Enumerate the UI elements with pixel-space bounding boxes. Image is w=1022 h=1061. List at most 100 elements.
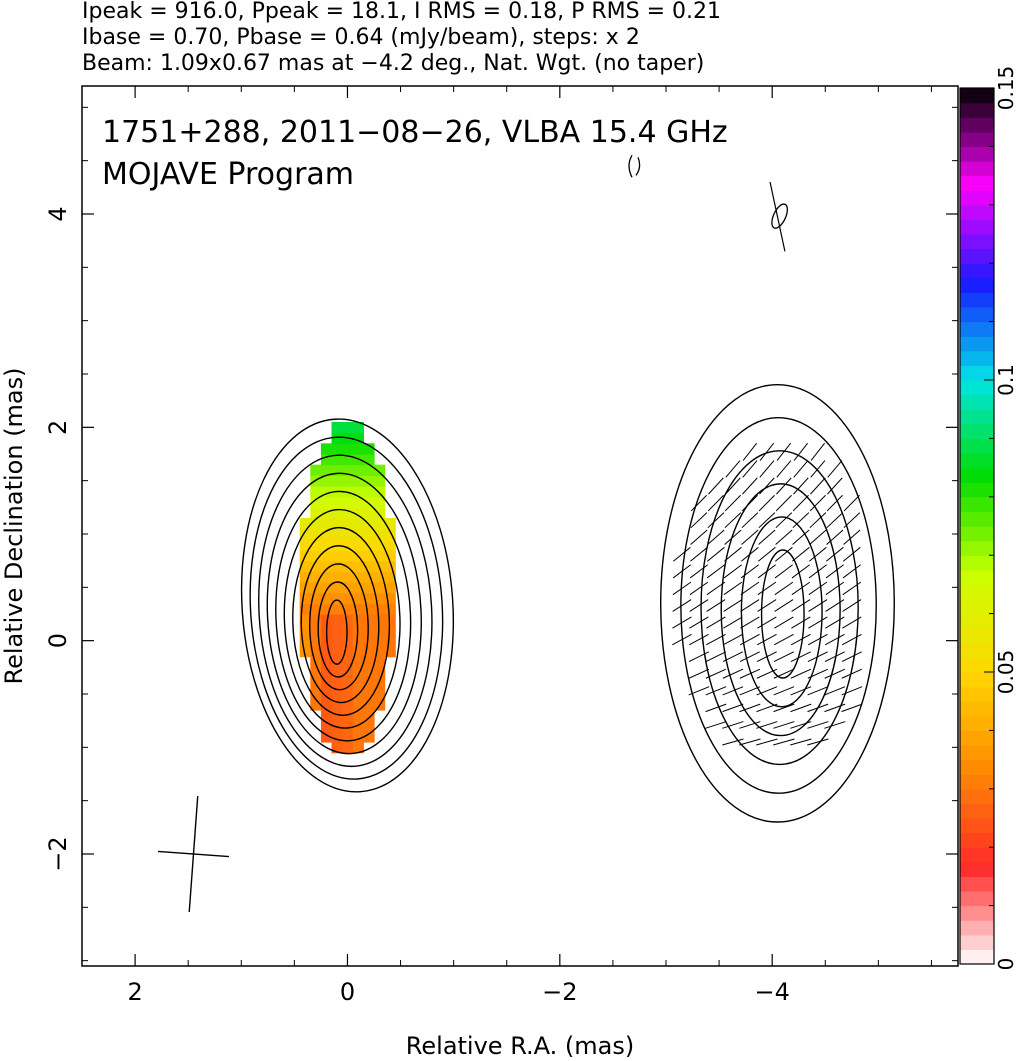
colorbar-band (960, 934, 994, 950)
evpa-stick (705, 721, 727, 729)
evpa-vectors (672, 442, 863, 746)
evpa-stick (824, 721, 846, 729)
colorbar-band (960, 861, 994, 877)
polarization-pixel (320, 443, 333, 455)
evpa-stick (742, 442, 758, 461)
polarization-pixel (363, 624, 375, 636)
evpa-stick (842, 546, 861, 562)
polarization-pixel (331, 614, 343, 626)
polarization-pixel (331, 571, 343, 583)
polarization-pixel (384, 635, 396, 647)
polarization-pixel (363, 539, 375, 551)
evpa-stick (808, 564, 827, 579)
evpa-stick (791, 616, 811, 629)
polarization-pixel (331, 667, 343, 679)
colorbar-band (960, 628, 994, 644)
y-tick-label: 0 (44, 633, 72, 648)
colorbar-band (960, 511, 994, 527)
polarization-pixel (310, 560, 322, 572)
evpa-stick (774, 581, 794, 596)
polarization-pixel (320, 475, 333, 487)
evpa-stick (705, 686, 727, 696)
noise-vector (769, 181, 786, 252)
polarized-intensity-contours (659, 383, 895, 823)
polarization-pixel (342, 528, 354, 540)
polarization-pixel (363, 614, 375, 626)
evpa-stick (756, 703, 778, 713)
polarization-pixel (374, 507, 386, 519)
polarization-pixel (352, 528, 364, 540)
polarization-pixel (363, 496, 375, 508)
polarization-pixel (310, 635, 322, 647)
evpa-stick (809, 494, 826, 512)
evpa-stick (725, 477, 741, 495)
evpa-stick (706, 599, 726, 612)
evpa-stick (672, 581, 692, 596)
evpa-stick (689, 599, 709, 612)
polarization-pixel (331, 464, 343, 476)
evpa-stick (757, 616, 777, 629)
evpa-stick (826, 494, 843, 512)
evpa-stick (773, 721, 795, 729)
polarization-pixel (363, 560, 375, 572)
polarization-pixel (342, 539, 354, 551)
evpa-stick (809, 529, 827, 545)
evpa-stick (688, 686, 710, 696)
polarization-pixel (320, 539, 333, 551)
polarization-pixel (384, 624, 396, 636)
contour-level (325, 599, 348, 665)
polarization-pixel (352, 699, 364, 711)
evpa-stick (757, 564, 776, 579)
colorbar-band (960, 496, 994, 512)
evpa-stick (810, 460, 826, 478)
evpa-stick (790, 633, 811, 646)
colorbar-band (960, 394, 994, 410)
polarization-pixel (310, 571, 322, 583)
polarization-pixel (352, 720, 364, 732)
polarization-pixel (384, 518, 396, 530)
polarization-pixel (342, 496, 354, 508)
evpa-stick (722, 703, 744, 713)
contour-level (283, 508, 401, 729)
polarization-pixel (331, 422, 343, 434)
evpa-stick (707, 529, 725, 545)
polarization-pixel (331, 688, 343, 700)
polarization-pixel (310, 592, 322, 604)
polarization-pixel (363, 475, 375, 487)
polarization-pixel (331, 603, 343, 615)
evpa-stick (705, 668, 727, 679)
colorbar-band (960, 540, 994, 556)
polarization-pixel (363, 667, 375, 679)
evpa-stick (841, 651, 862, 662)
evpa-stick (809, 512, 827, 529)
polarization-pixel (299, 518, 311, 530)
evpa-stick (790, 738, 812, 746)
contour-level (309, 563, 369, 691)
evpa-stick (672, 599, 692, 612)
polarization-pixel (331, 432, 343, 444)
polarization-pixel (299, 560, 311, 572)
polarization-pixel (299, 635, 311, 647)
x-tick-label: −4 (754, 978, 789, 1006)
evpa-stick (756, 651, 777, 662)
polarization-pixel (342, 507, 354, 519)
evpa-stick (707, 546, 725, 562)
polarization-pixel (331, 518, 343, 530)
colorbar-band (960, 453, 994, 469)
polarization-pixel (320, 592, 333, 604)
polarization-pixel (363, 550, 375, 562)
polarization-pixel (342, 603, 354, 615)
colorbar-band (960, 467, 994, 483)
evpa-stick (688, 668, 710, 679)
evpa-stick (740, 564, 759, 579)
polarization-pixel (352, 507, 364, 519)
colorbar-band (960, 803, 994, 819)
polarization-pixel (363, 635, 375, 647)
polarization-pixel (331, 720, 343, 732)
y-axis-label: Relative Declination (mas) (0, 367, 28, 684)
evpa-stick (723, 581, 743, 596)
colorbar-band (960, 482, 994, 498)
polarization-pixel (310, 486, 322, 498)
evpa-stick (793, 460, 809, 478)
polarization-pixel (363, 603, 375, 615)
